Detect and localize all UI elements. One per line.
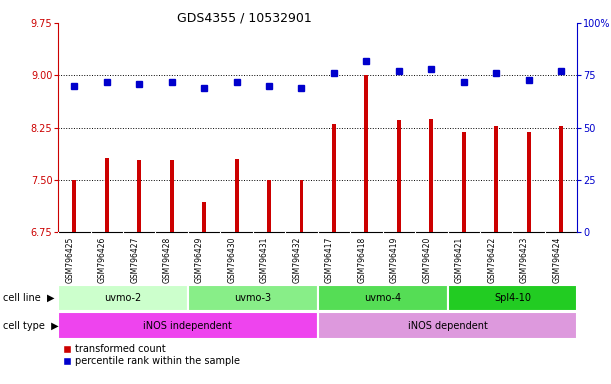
Text: cell line  ▶: cell line ▶ (3, 293, 54, 303)
Text: GSM796417: GSM796417 (325, 237, 334, 283)
Text: cell type  ▶: cell type ▶ (3, 321, 59, 331)
Text: iNOS independent: iNOS independent (144, 321, 232, 331)
Text: GSM796423: GSM796423 (520, 237, 529, 283)
Bar (267, 180, 271, 232)
Bar (299, 180, 304, 232)
Bar (430, 119, 433, 232)
Text: GSM796420: GSM796420 (422, 237, 431, 283)
Bar (170, 160, 174, 232)
Text: GSM796430: GSM796430 (227, 237, 236, 283)
Text: GSM796425: GSM796425 (65, 237, 75, 283)
Text: GSM796418: GSM796418 (357, 237, 367, 283)
Text: GDS4355 / 10532901: GDS4355 / 10532901 (177, 12, 312, 25)
Bar (462, 132, 466, 232)
Text: GSM796421: GSM796421 (455, 237, 464, 283)
Text: GSM796428: GSM796428 (163, 237, 172, 283)
Legend: transformed count, percentile rank within the sample: transformed count, percentile rank withi… (63, 344, 240, 366)
Bar (494, 126, 498, 232)
Text: iNOS dependent: iNOS dependent (408, 321, 488, 331)
Bar (559, 126, 563, 232)
Text: uvmo-4: uvmo-4 (364, 293, 401, 303)
Bar (318, 285, 447, 311)
Bar (448, 285, 577, 311)
Text: GSM796427: GSM796427 (130, 237, 139, 283)
Bar (235, 159, 238, 232)
Text: GSM796431: GSM796431 (260, 237, 269, 283)
Bar (364, 75, 368, 232)
Bar (72, 180, 76, 232)
Text: uvmo-3: uvmo-3 (234, 293, 271, 303)
Bar (137, 160, 141, 232)
Bar (105, 158, 109, 232)
Bar (332, 124, 336, 232)
Text: uvmo-2: uvmo-2 (104, 293, 142, 303)
Text: GSM796432: GSM796432 (293, 237, 301, 283)
Text: Spl4-10: Spl4-10 (494, 293, 531, 303)
Bar (58, 312, 318, 339)
Text: GSM796422: GSM796422 (487, 237, 496, 283)
Bar (318, 312, 577, 339)
Bar (58, 285, 188, 311)
Bar (527, 132, 530, 232)
Bar (188, 285, 318, 311)
Text: GSM796426: GSM796426 (98, 237, 107, 283)
Text: GSM796424: GSM796424 (552, 237, 561, 283)
Bar (202, 202, 206, 232)
Text: GSM796419: GSM796419 (390, 237, 399, 283)
Bar (397, 120, 401, 232)
Text: GSM796429: GSM796429 (195, 237, 204, 283)
